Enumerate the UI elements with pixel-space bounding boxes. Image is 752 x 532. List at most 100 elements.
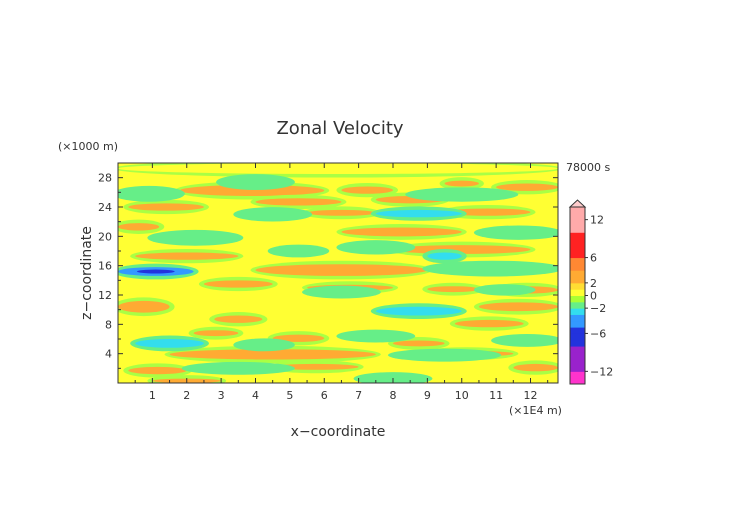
chart-title: Zonal Velocity xyxy=(276,118,403,139)
colorbar-step xyxy=(570,232,585,240)
contour-band xyxy=(508,360,558,375)
contour-band-core xyxy=(375,306,462,316)
contour-band-core xyxy=(478,287,531,293)
x-tick-label: 7 xyxy=(355,389,362,402)
x-tick-label: 3 xyxy=(218,389,225,402)
contour-band-core xyxy=(128,366,187,375)
contour-band xyxy=(209,312,268,327)
contour-band-core xyxy=(513,363,558,372)
contour-band xyxy=(336,224,467,240)
contour-band-core xyxy=(135,252,239,260)
contour-band xyxy=(164,345,381,364)
contour-band-core xyxy=(427,252,462,260)
contour-band-core xyxy=(186,365,290,372)
contour-band-core xyxy=(307,209,376,216)
contour-band xyxy=(422,282,484,296)
y-tick-label: 20 xyxy=(98,230,112,243)
contour-band-core xyxy=(496,183,558,191)
contour-band xyxy=(405,187,519,202)
x-tick-label: 4 xyxy=(252,389,259,402)
contour-band xyxy=(250,260,433,280)
contour-band-core xyxy=(221,177,290,187)
colorbar-step xyxy=(570,295,585,303)
colorbar-step xyxy=(570,377,585,385)
plot-frame xyxy=(117,162,559,384)
contour-band-core xyxy=(128,203,204,211)
contour-band-core xyxy=(375,209,462,218)
contour-band-core xyxy=(341,243,411,251)
x-tick-label: 9 xyxy=(424,389,431,402)
colorbar-step xyxy=(570,213,585,221)
contour-band xyxy=(118,163,558,178)
contour-band xyxy=(449,316,529,331)
contour-band xyxy=(188,326,244,340)
x-tick-label: 6 xyxy=(321,389,328,402)
colorbar-step xyxy=(570,339,585,347)
contour-band-core xyxy=(238,210,308,218)
x-tick-label: 11 xyxy=(489,389,503,402)
x-axis-label: x−coordinate xyxy=(291,424,386,440)
contour-band xyxy=(118,219,165,234)
contour-band xyxy=(370,206,467,221)
colorbar-tick-label: −6 xyxy=(590,327,606,340)
colorbar-tick-label: −12 xyxy=(590,365,613,378)
contour-band xyxy=(422,248,467,264)
colorbar-step xyxy=(570,289,585,296)
contour-band-core xyxy=(444,180,479,187)
contour-band xyxy=(473,225,558,240)
contour-band-core xyxy=(478,302,558,312)
contour-band xyxy=(267,244,330,258)
contour-band xyxy=(491,334,558,347)
contour-band xyxy=(123,363,192,378)
contour-band xyxy=(123,199,209,215)
colorbar-step xyxy=(570,282,585,290)
x-tick-label: 2 xyxy=(183,389,190,402)
contour-band xyxy=(439,177,484,190)
contour-band xyxy=(302,285,381,299)
y-tick-label: 8 xyxy=(105,318,112,331)
contour-band-core xyxy=(410,190,514,199)
y-tick-label: 16 xyxy=(98,260,112,273)
y-axis-label: z−coordinate xyxy=(79,226,95,320)
y-tick-label: 4 xyxy=(105,348,112,361)
colorbar-tick-label: 0 xyxy=(590,290,597,303)
contour-band xyxy=(233,207,313,222)
contour-band-core xyxy=(214,315,263,323)
contour-band-core xyxy=(307,289,376,296)
colorbar-step xyxy=(570,244,585,252)
colorbar-step xyxy=(570,225,585,233)
colorbar-step xyxy=(570,251,585,259)
y-tick-label: 12 xyxy=(98,289,112,302)
colorbar-step xyxy=(570,358,585,366)
x-tick-label: 8 xyxy=(390,389,397,402)
contour-band xyxy=(130,335,209,352)
contour-band-core xyxy=(118,163,558,174)
contour-plot-area xyxy=(117,162,559,384)
colorbar-step xyxy=(570,270,585,278)
colorbar-step xyxy=(570,263,585,271)
x-tick-label: 10 xyxy=(455,389,469,402)
colorbar-step xyxy=(570,352,585,360)
x-tick-label: 12 xyxy=(524,389,538,402)
colorbar-tick-label: 12 xyxy=(590,214,604,227)
contour-band xyxy=(388,348,502,362)
contour-band xyxy=(250,194,347,210)
y-tick-label: 24 xyxy=(98,201,112,214)
colorbar-step xyxy=(570,365,585,372)
contour-band-core xyxy=(203,280,273,288)
contour-band-core xyxy=(179,185,325,196)
contour-band-core xyxy=(152,233,239,243)
contour-bands xyxy=(118,163,558,383)
x-axis-ticks: 1 2 3 4 5 6 7 8 9 10 11 12 xyxy=(134,163,549,402)
contour-band xyxy=(422,260,558,277)
colorbar-step xyxy=(570,371,585,379)
colorbar-tick-label: 6 xyxy=(590,252,597,265)
contour-band-core xyxy=(478,229,558,237)
contour-band-core xyxy=(393,352,497,359)
contour-band-core xyxy=(118,223,160,231)
contour-band-core xyxy=(427,264,558,273)
colorbar-step xyxy=(570,219,585,227)
contour-band xyxy=(336,182,398,198)
contour-band xyxy=(336,329,416,343)
